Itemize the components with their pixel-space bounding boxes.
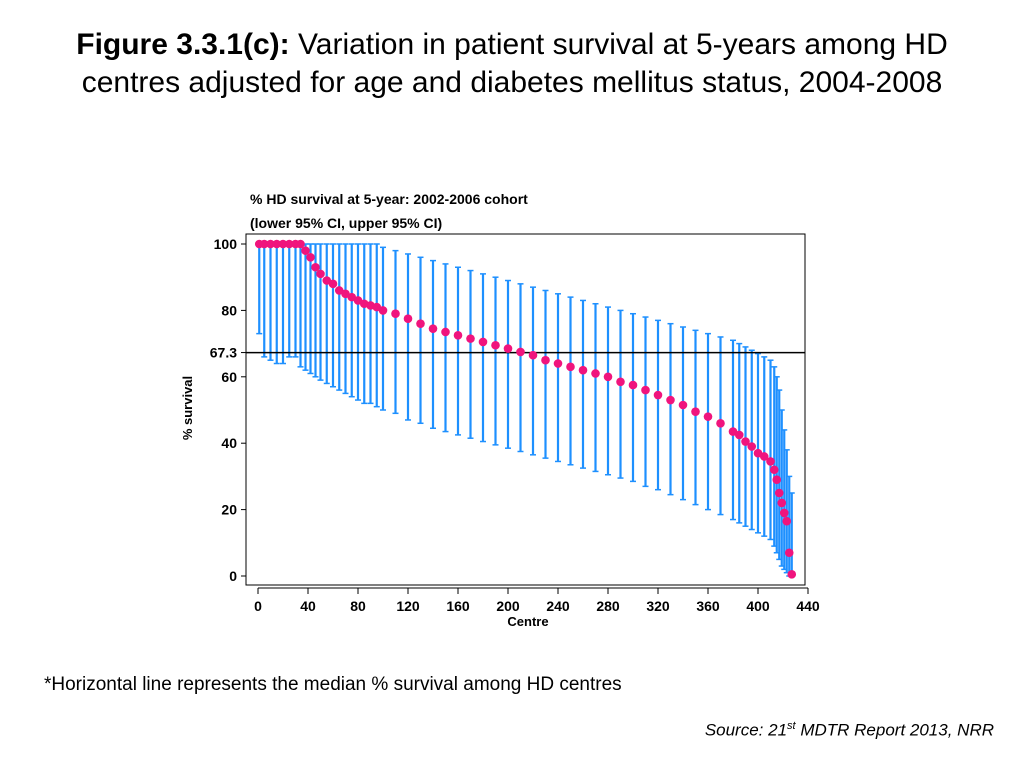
data-point — [616, 377, 625, 387]
data-point — [316, 269, 325, 279]
data-point — [278, 239, 288, 249]
x-tick-label: 360 — [696, 598, 720, 614]
y-tick-label: 80 — [221, 302, 237, 318]
y-tick-label: 20 — [221, 502, 237, 518]
data-point — [266, 239, 275, 249]
x-tick-label: 40 — [300, 598, 316, 614]
data-point — [516, 347, 525, 357]
survival-points — [254, 239, 797, 579]
data-point — [296, 239, 305, 249]
x-tick-label: 400 — [746, 598, 770, 614]
reference-line-label: 67.3 — [210, 345, 237, 361]
data-point — [566, 362, 575, 372]
data-point — [466, 334, 475, 343]
data-point — [779, 508, 789, 518]
data-point — [416, 319, 425, 328]
error-bars — [256, 243, 795, 577]
data-point — [328, 279, 338, 289]
data-point — [441, 327, 450, 337]
data-point — [306, 252, 315, 262]
data-point — [541, 355, 550, 365]
data-point — [747, 442, 757, 451]
chart-title-line-1: % HD survival at 5-year: 2002-2006 cohor… — [250, 191, 528, 207]
data-point — [734, 430, 744, 440]
x-tick-label: 200 — [496, 598, 520, 614]
y-tick-label: 60 — [221, 369, 237, 385]
data-point — [782, 516, 792, 526]
data-point — [774, 488, 784, 498]
data-point — [766, 457, 775, 466]
data-point — [528, 350, 538, 360]
y-tick-label: 100 — [214, 236, 238, 252]
x-tick-label: 160 — [446, 598, 470, 614]
data-point — [403, 314, 413, 324]
data-point — [378, 306, 388, 315]
data-point — [769, 465, 779, 475]
source-citation: Source: 21st MDTR Report 2013, NRR — [705, 720, 994, 741]
chart-title-line-2: (lower 95% CI, upper 95% CI) — [250, 215, 442, 231]
data-point — [678, 400, 688, 410]
data-point — [428, 324, 438, 333]
footnote: *Horizontal line represents the median %… — [44, 674, 622, 695]
data-point — [703, 412, 713, 421]
y-axis-label: % survival — [180, 376, 195, 440]
data-point — [453, 331, 463, 340]
data-point — [272, 239, 282, 249]
data-point — [741, 437, 750, 446]
source-suffix: MDTR Report 2013, NRR — [795, 720, 994, 740]
data-point — [603, 372, 613, 382]
figure-title: Figure 3.3.1(c): Variation in patient su… — [40, 26, 984, 102]
data-point — [591, 369, 600, 378]
data-point — [311, 262, 320, 272]
axes: 0 20 40 60 80 100 67.3 0 40 80 120 160 200 240 280 320 3… — [210, 236, 820, 614]
data-point — [478, 337, 488, 347]
source-prefix: Source: 21 — [704, 720, 788, 740]
data-point — [641, 385, 650, 395]
data-point — [491, 340, 500, 350]
data-point — [691, 407, 700, 416]
x-tick-label: 240 — [546, 598, 570, 614]
x-tick-label: 440 — [796, 598, 820, 614]
data-point — [301, 246, 310, 255]
source-superscript: st — [787, 720, 796, 732]
x-tick-label: 280 — [596, 598, 620, 614]
data-point — [777, 498, 787, 508]
data-point — [628, 380, 638, 390]
data-point — [653, 390, 663, 400]
x-axis-label: Centre — [507, 614, 548, 629]
y-tick-label: 40 — [221, 435, 237, 451]
data-point — [259, 239, 269, 249]
data-point — [784, 548, 794, 558]
x-tick-label: 80 — [350, 598, 366, 614]
survival-chart: % HD survival at 5-year: 2002-2006 cohor… — [180, 191, 820, 629]
x-tick-label: 0 — [254, 598, 262, 614]
figure-label: Figure 3.3.1(c): — [76, 28, 290, 61]
data-point — [772, 475, 782, 485]
figure-title-text: Variation in patient survival at 5-years… — [81, 28, 948, 99]
data-point — [391, 309, 400, 319]
data-point — [666, 395, 675, 405]
data-point — [759, 452, 769, 461]
y-tick-label: 0 — [229, 568, 237, 584]
x-tick-label: 120 — [396, 598, 420, 614]
data-point — [787, 570, 797, 579]
x-tick-label: 320 — [646, 598, 670, 614]
data-point — [578, 365, 588, 375]
data-point — [553, 359, 563, 368]
data-point — [503, 344, 513, 353]
data-point — [284, 239, 294, 249]
data-point — [716, 418, 725, 428]
